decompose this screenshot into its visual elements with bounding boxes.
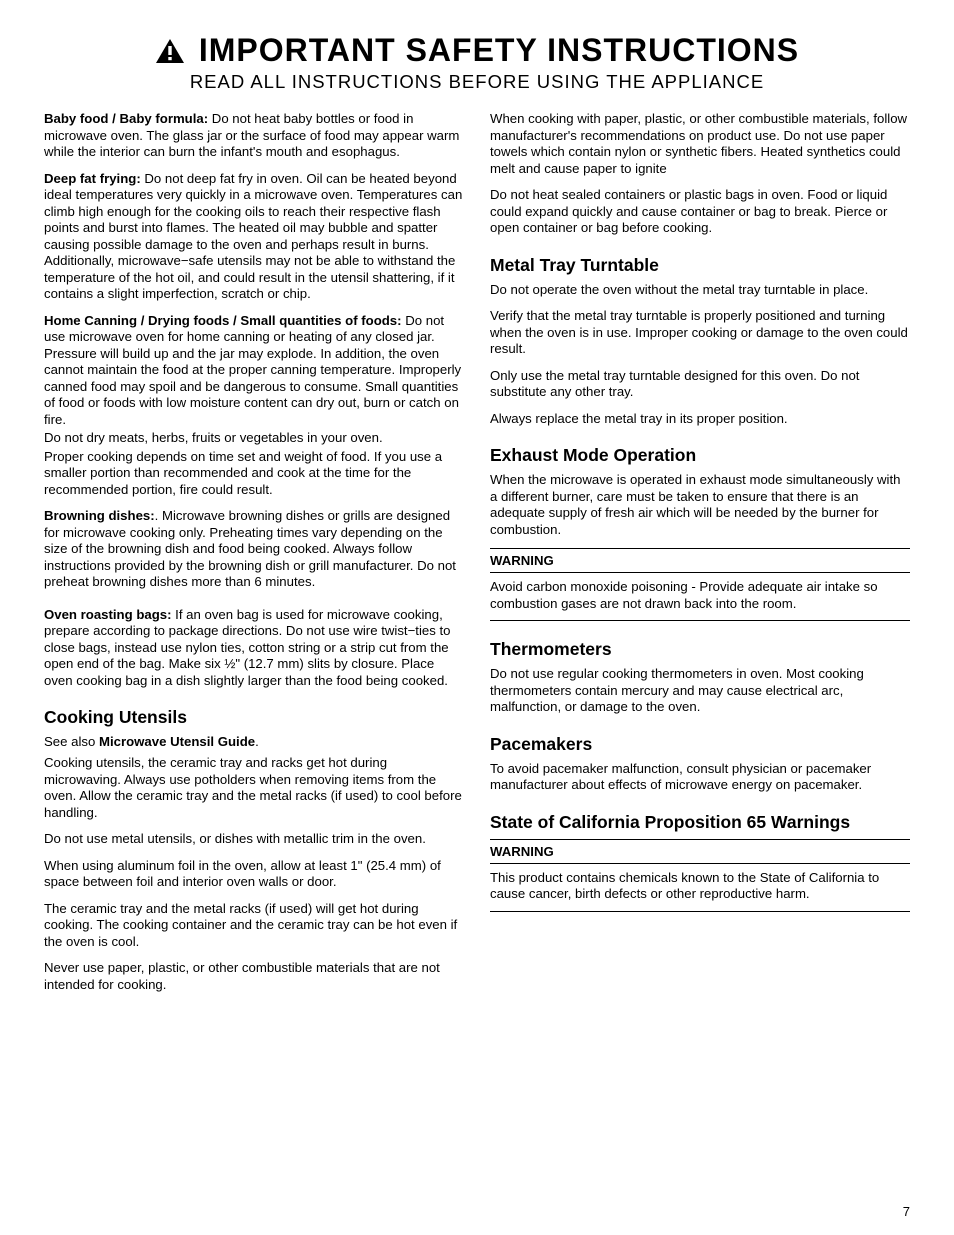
title-row: IMPORTANT SAFETY INSTRUCTIONS — [44, 32, 910, 69]
body-canning: Do not use microwave oven for home canni… — [44, 313, 461, 427]
warning-label-1: WARNING — [490, 548, 910, 573]
lead-browning: Browning dishes: — [44, 508, 155, 523]
subtitle: READ ALL INSTRUCTIONS BEFORE USING THE A… — [44, 71, 910, 93]
para-baby-food: Baby food / Baby formula: Do not heat ba… — [44, 111, 464, 161]
para-browning: Browning dishes:. Microwave browning dis… — [44, 508, 464, 591]
para-metal-4: Always replace the metal tray in its pro… — [490, 411, 910, 428]
para-roasting-bags: Oven roasting bags: If an oven bag is us… — [44, 607, 464, 690]
main-title: IMPORTANT SAFETY INSTRUCTIONS — [199, 32, 799, 69]
para-utensils-1: Cooking utensils, the ceramic tray and r… — [44, 755, 464, 821]
warning-label-2: WARNING — [490, 839, 910, 864]
see-also-post: . — [255, 734, 259, 749]
para-metal-1: Do not operate the oven without the meta… — [490, 282, 910, 299]
para-utensils-3: When using aluminum foil in the oven, al… — [44, 858, 464, 891]
lead-canning: Home Canning / Drying foods / Small quan… — [44, 313, 402, 328]
see-also-bold: Microwave Utensil Guide — [99, 734, 255, 749]
para-metal-3: Only use the metal tray turntable design… — [490, 368, 910, 401]
heading-pacemakers: Pacemakers — [490, 734, 910, 755]
para-pacemakers: To avoid pacemaker malfunction, consult … — [490, 761, 910, 794]
right-column: When cooking with paper, plastic, or oth… — [490, 111, 910, 1003]
para-proper-cooking: Proper cooking depends on time set and w… — [44, 449, 464, 499]
heading-cooking-utensils: Cooking Utensils — [44, 707, 464, 728]
para-metal-2: Verify that the metal tray turntable is … — [490, 308, 910, 358]
para-canning: Home Canning / Drying foods / Small quan… — [44, 313, 464, 429]
para-utensils-2: Do not use metal utensils, or dishes wit… — [44, 831, 464, 848]
page-number: 7 — [903, 1204, 910, 1219]
lead-roasting-bags: Oven roasting bags: — [44, 607, 172, 622]
heading-thermometers: Thermometers — [490, 639, 910, 660]
lead-deep-fat: Deep fat frying: — [44, 171, 141, 186]
content-columns: Baby food / Baby formula: Do not heat ba… — [44, 111, 910, 1003]
para-deep-fat: Deep fat frying: Do not deep fat fry in … — [44, 171, 464, 303]
lead-baby-food: Baby food / Baby formula: — [44, 111, 208, 126]
para-drying: Do not dry meats, herbs, fruits or veget… — [44, 430, 464, 447]
para-utensils-4: The ceramic tray and the metal racks (if… — [44, 901, 464, 951]
body-deep-fat: Do not deep fat fry in oven. Oil can be … — [44, 171, 462, 302]
left-column: Baby food / Baby formula: Do not heat ba… — [44, 111, 464, 1003]
para-utensils-5: Never use paper, plastic, or other combu… — [44, 960, 464, 993]
warning-body-1: Avoid carbon monoxide poisoning - Provid… — [490, 579, 910, 621]
para-thermometers: Do not use regular cooking thermometers … — [490, 666, 910, 716]
para-combustible: When cooking with paper, plastic, or oth… — [490, 111, 910, 177]
warning-body-2: This product contains chemicals known to… — [490, 870, 910, 912]
see-also: See also Microwave Utensil Guide. — [44, 734, 464, 749]
see-also-pre: See also — [44, 734, 99, 749]
para-sealed-containers: Do not heat sealed containers or plastic… — [490, 187, 910, 237]
warning-triangle-icon — [155, 38, 185, 64]
heading-metal-tray: Metal Tray Turntable — [490, 255, 910, 276]
para-exhaust-1: When the microwave is operated in exhaus… — [490, 472, 910, 538]
heading-prop65: State of California Proposition 65 Warni… — [490, 812, 910, 833]
page-header: IMPORTANT SAFETY INSTRUCTIONS READ ALL I… — [44, 32, 910, 93]
heading-exhaust: Exhaust Mode Operation — [490, 445, 910, 466]
